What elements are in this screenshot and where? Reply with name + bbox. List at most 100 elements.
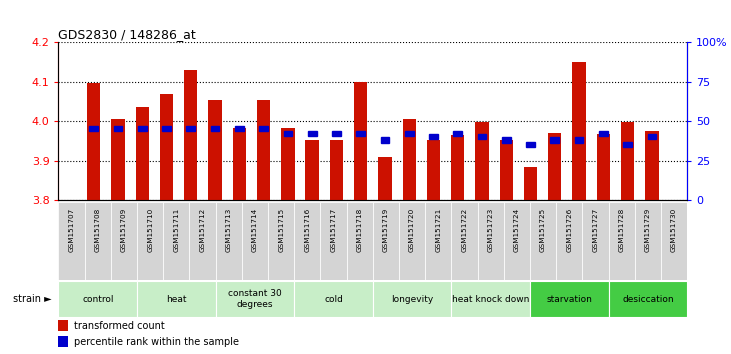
Text: strain ►: strain ► <box>12 294 51 304</box>
Bar <box>648 134 656 139</box>
Bar <box>160 94 173 200</box>
Bar <box>216 202 242 280</box>
Bar <box>87 82 100 200</box>
Bar <box>268 202 294 280</box>
Text: GSM151709: GSM151709 <box>121 208 127 252</box>
Bar <box>624 142 632 147</box>
Text: GSM151725: GSM151725 <box>540 208 546 252</box>
Bar <box>477 202 504 280</box>
Bar <box>429 134 438 139</box>
Bar <box>427 140 440 200</box>
Bar <box>596 134 610 200</box>
Text: GSM151707: GSM151707 <box>69 208 75 252</box>
Bar <box>550 137 559 143</box>
Text: GSM151728: GSM151728 <box>618 208 625 252</box>
Bar <box>294 281 373 317</box>
Bar <box>284 131 292 136</box>
Bar <box>211 126 219 131</box>
Bar <box>113 126 122 131</box>
Text: GSM151708: GSM151708 <box>95 208 101 252</box>
Text: GDS2830 / 148286_at: GDS2830 / 148286_at <box>58 28 196 41</box>
Bar <box>189 202 216 280</box>
Bar <box>477 134 486 139</box>
Bar <box>232 129 246 200</box>
Text: GSM151712: GSM151712 <box>200 208 205 252</box>
Text: constant 30
degrees: constant 30 degrees <box>228 290 282 309</box>
Text: GSM151711: GSM151711 <box>173 208 179 252</box>
Text: percentile rank within the sample: percentile rank within the sample <box>75 337 239 347</box>
Text: GSM151720: GSM151720 <box>409 208 415 252</box>
Text: GSM151730: GSM151730 <box>671 208 677 252</box>
Bar <box>373 281 451 317</box>
Bar <box>111 202 137 280</box>
Bar <box>608 202 635 280</box>
Bar <box>356 131 365 136</box>
Bar <box>242 202 268 280</box>
Text: GSM151718: GSM151718 <box>357 208 363 252</box>
Bar <box>530 202 556 280</box>
Text: GSM151726: GSM151726 <box>567 208 572 252</box>
Text: desiccation: desiccation <box>622 295 674 304</box>
Bar <box>504 202 530 280</box>
Bar <box>453 131 462 136</box>
Bar <box>58 202 85 280</box>
Text: GSM151710: GSM151710 <box>147 208 154 252</box>
Text: GSM151721: GSM151721 <box>435 208 442 252</box>
Bar <box>216 281 294 317</box>
Bar <box>332 131 341 136</box>
Bar <box>163 202 189 280</box>
Bar <box>575 137 583 143</box>
Bar <box>405 131 414 136</box>
Bar <box>186 126 195 131</box>
Bar <box>137 202 163 280</box>
Bar <box>661 202 687 280</box>
Text: cold: cold <box>324 295 343 304</box>
Bar <box>621 122 635 200</box>
Bar <box>524 166 537 200</box>
Bar <box>281 129 295 200</box>
Bar <box>260 126 268 131</box>
Bar <box>645 131 659 200</box>
Bar <box>58 336 68 347</box>
Bar <box>137 281 216 317</box>
Text: GSM151723: GSM151723 <box>488 208 493 252</box>
Bar <box>451 281 530 317</box>
Bar <box>308 131 317 136</box>
Text: heat knock down: heat knock down <box>452 295 529 304</box>
Text: GSM151715: GSM151715 <box>278 208 284 252</box>
Bar <box>526 142 535 147</box>
Bar <box>583 202 608 280</box>
Bar <box>306 140 319 200</box>
Bar <box>138 126 147 131</box>
Bar <box>257 99 270 200</box>
Bar <box>425 202 451 280</box>
Text: heat: heat <box>166 295 186 304</box>
Text: GSM151714: GSM151714 <box>252 208 258 252</box>
Text: GSM151716: GSM151716 <box>304 208 311 252</box>
Text: GSM151713: GSM151713 <box>226 208 232 252</box>
Text: transformed count: transformed count <box>75 321 165 331</box>
Bar <box>235 126 243 131</box>
Bar <box>548 133 561 200</box>
Bar <box>294 202 320 280</box>
Bar <box>373 202 399 280</box>
Bar <box>381 137 390 143</box>
Text: GSM151722: GSM151722 <box>461 208 468 252</box>
Text: GSM151724: GSM151724 <box>514 208 520 252</box>
Bar <box>499 140 513 200</box>
Bar <box>399 202 425 280</box>
Bar <box>58 320 68 331</box>
Bar <box>330 140 343 200</box>
Bar <box>58 281 137 317</box>
Bar <box>599 131 607 136</box>
Bar <box>89 126 98 131</box>
Text: control: control <box>82 295 113 304</box>
Text: longevity: longevity <box>391 295 433 304</box>
Bar <box>451 202 477 280</box>
Bar <box>572 62 586 200</box>
Bar <box>635 202 661 280</box>
Bar <box>85 202 111 280</box>
Bar <box>135 108 149 200</box>
Bar <box>556 202 583 280</box>
Bar <box>184 70 197 200</box>
